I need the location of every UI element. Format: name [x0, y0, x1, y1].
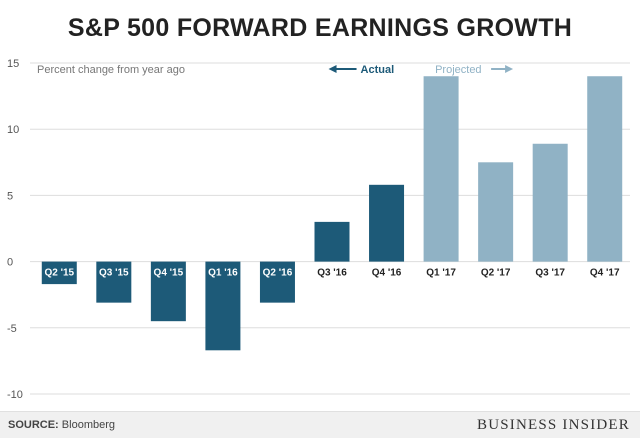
chart-canvas: 15 10 5 0 -5 -10 Percent change from year ago Q…	[7, 58, 630, 401]
bar-actual	[205, 261, 241, 351]
bar-projected	[532, 143, 568, 262]
bar-projected	[423, 76, 459, 262]
footer: SOURCE: Bloomberg BUSINESS INSIDER	[0, 411, 640, 438]
bar-projected	[478, 162, 514, 262]
x-tick-label: Q2 '16	[263, 268, 293, 279]
y-tick-label: 0	[7, 257, 13, 269]
y-tick-label: 5	[7, 190, 13, 202]
brand-logo: BUSINESS INSIDER	[477, 417, 630, 433]
x-tick-label: Q3 '16	[317, 268, 347, 279]
x-tick-label: Q3 '17	[535, 268, 565, 279]
bar-actual	[41, 261, 77, 285]
legend-projected-arrow-icon	[505, 65, 514, 73]
bar-projected	[587, 76, 623, 262]
y-tick-label: -5	[7, 323, 17, 335]
x-tick-label: Q3 '15	[99, 268, 129, 279]
source-note: SOURCE: Bloomberg	[8, 419, 115, 431]
x-tick-label: Q4 '16	[372, 268, 402, 279]
x-tick-label: Q4 '15	[154, 268, 184, 279]
x-tick-label: Q1 '17	[426, 268, 456, 279]
source-label: SOURCE:	[8, 419, 59, 431]
y-tick-label: 15	[7, 58, 19, 70]
bar-actual	[96, 261, 132, 303]
x-tick-label: Q4 '17	[590, 268, 620, 279]
chart-subtitle: Percent change from year ago	[37, 64, 185, 76]
bar-actual	[314, 221, 350, 262]
y-tick-label: -10	[7, 389, 23, 401]
x-tick-label: Q1 '16	[208, 268, 238, 279]
bar-actual	[369, 184, 405, 262]
bar-actual	[259, 261, 295, 303]
y-tick-label: 10	[7, 124, 19, 136]
legend-actual-arrow-icon	[328, 65, 337, 73]
chart-title: S&P 500 FORWARD EARNINGS GROWTH	[67, 14, 573, 42]
x-tick-label: Q2 '17	[481, 268, 511, 279]
bar-actual	[150, 261, 186, 322]
legend-projected-label: Projected	[435, 64, 481, 76]
legend-actual-label: Actual	[361, 64, 395, 76]
source-value: Bloomberg	[61, 419, 115, 431]
x-tick-label: Q2 '15	[44, 268, 74, 279]
